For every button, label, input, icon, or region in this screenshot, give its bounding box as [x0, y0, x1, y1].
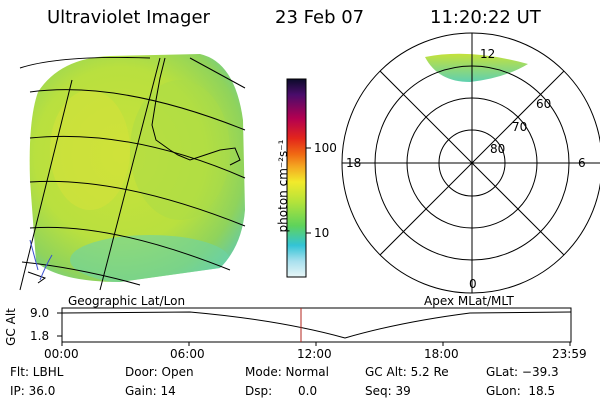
door-info: Door: Open [125, 365, 194, 379]
gc-alt-tick-1-8: 1.8 [30, 329, 50, 343]
colorbar [286, 78, 307, 278]
glon-info: GLon: 18.5 [486, 384, 556, 398]
terminator-line [29, 239, 53, 281]
mlat-label-60: 60 [536, 97, 552, 111]
mlt-label-18: 18 [346, 156, 362, 170]
glat-info: GLat: −39.3 [486, 365, 559, 379]
coastline-outline [27, 57, 241, 284]
orbit-altitude-curve [61, 311, 572, 339]
ip-info: IP: 36.0 [10, 384, 56, 398]
gain-info: Gain: 14 [125, 384, 176, 398]
auroral-oval-segment [425, 53, 528, 82]
time-tick-0000: 00:00 [44, 347, 79, 361]
gc-alt-plot [57, 307, 572, 346]
filter-info: Flt: LBHL [10, 365, 64, 379]
dsp-info: Dsp: [245, 384, 273, 398]
uv-emission-image [29, 54, 245, 282]
mlt-label-0: 0 [469, 277, 477, 291]
polar-panel-label: Apex MLat/MLT [424, 294, 514, 308]
colorbar-tick-10: 10 [314, 226, 330, 240]
geographic-panel-label: Geographic Lat/Lon [68, 294, 186, 308]
dsp-value: 0.0 [298, 384, 318, 398]
time-label: 11:20:22 UT [430, 7, 541, 28]
instrument-title: Ultraviolet Imager [47, 7, 210, 28]
gc-alt-axis-label: GC Alt [4, 308, 18, 346]
geographic-grid-lines [19, 56, 246, 291]
time-tick-1800: 18:00 [424, 347, 459, 361]
colorbar-unit-label: photon cm⁻²s⁻¹ [276, 139, 290, 233]
mlat-label-80: 80 [490, 142, 506, 156]
mlt-label-6: 6 [578, 156, 586, 170]
date-label: 23 Feb 07 [275, 7, 365, 28]
gc-alt-tick-9: 9.0 [30, 306, 50, 320]
time-tick-1200: 12:00 [297, 347, 332, 361]
time-tick-2359: 23:59 [552, 347, 587, 361]
time-tick-0600: 06:00 [170, 347, 205, 361]
mlt-label-12: 12 [480, 47, 496, 61]
mlat-label-70: 70 [512, 120, 528, 134]
mode-info: Mode: Normal [245, 365, 329, 379]
gc-alt-info: GC Alt: 5.2 Re [365, 365, 449, 379]
colorbar-tick-100: 100 [314, 141, 337, 155]
polar-plot [341, 32, 600, 294]
sequence-info: Seq: 39 [365, 384, 411, 398]
